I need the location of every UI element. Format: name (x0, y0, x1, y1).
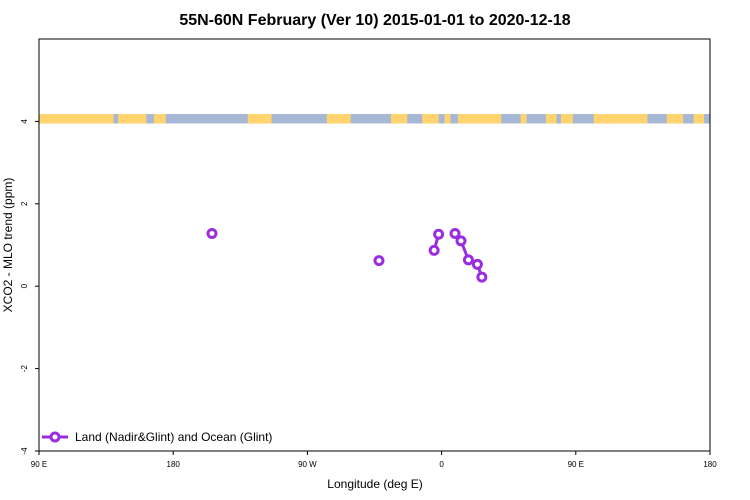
data-point-6 (462, 254, 474, 266)
map-ocean (39, 113, 710, 124)
legend-label: Land (Nadir&Glint) and Ocean (Glint) (75, 430, 272, 444)
map-land-8 (458, 113, 502, 124)
y-tick-label-3: 2 (20, 201, 29, 206)
map-land-1 (118, 113, 147, 124)
map-land-10 (545, 113, 557, 124)
x-axis: 90 E 180 90 W 0 90 E 180 (31, 451, 717, 469)
data-point-5 (455, 235, 467, 247)
legend-marker (49, 431, 61, 443)
map-land-14 (693, 113, 705, 124)
y-tick-label-0: -4 (20, 447, 29, 455)
x-tick-label-1: 180 (167, 460, 181, 469)
chart-title: 55N-60N February (Ver 10) 2015-01-01 to … (179, 12, 570, 29)
legend: Land (Nadir&Glint) and Ocean (Glint) (42, 430, 272, 444)
series-layer (206, 227, 488, 283)
map-land-6 (422, 113, 439, 124)
map-land-3 (247, 113, 272, 124)
y-axis-label: XCO2 - MLO trend (ppm) (1, 178, 15, 313)
x-tick-label-2: 90 W (298, 460, 317, 469)
x-tick-label-3: 0 (439, 460, 444, 469)
map-land-7 (444, 113, 451, 124)
data-point-4 (449, 227, 461, 239)
map-land-9 (520, 113, 527, 124)
map-land-5 (390, 113, 408, 124)
plot-frame (38, 38, 711, 452)
y-tick-label-1: -2 (20, 364, 29, 372)
map-land-11 (560, 113, 573, 124)
map-land-2 (153, 113, 166, 124)
x-tick-label-0: 90 E (31, 460, 47, 469)
data-point-7 (471, 258, 483, 270)
map-land-0 (39, 113, 114, 124)
y-tick-label-4: 4 (20, 119, 29, 124)
map-land-4 (326, 113, 351, 124)
map-land-12 (593, 113, 648, 124)
data-point-2 (428, 244, 440, 256)
data-point-3 (433, 228, 445, 240)
y-axis: -4 -2 0 2 4 (20, 119, 39, 455)
map-strip (39, 113, 710, 124)
data-point-0 (206, 227, 218, 239)
x-tick-label-5: 180 (703, 460, 717, 469)
y-tick-label-2: 0 (20, 283, 29, 288)
x-tick-label-4: 90 E (568, 460, 584, 469)
data-point-8 (476, 271, 488, 283)
x-axis-label: Longitude (deg E) (327, 477, 422, 491)
data-point-1 (373, 255, 385, 267)
map-land-13 (666, 113, 684, 124)
